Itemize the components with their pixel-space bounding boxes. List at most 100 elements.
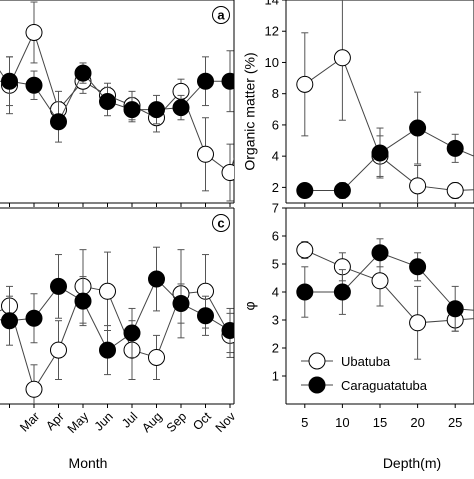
y-tick-label: 7 — [272, 201, 279, 216]
y-tick-label: 14 — [265, 0, 279, 8]
data-point — [197, 145, 214, 163]
y-axis-title: Organic matter (%) — [242, 52, 258, 170]
data-point — [446, 139, 464, 157]
data-point — [371, 144, 389, 162]
legend-entry: Caraguatatuba — [341, 378, 428, 393]
data-point — [50, 341, 67, 359]
data-point — [99, 93, 116, 110]
legend-marker — [308, 352, 326, 370]
plot-area — [0, 1, 234, 202]
x-axis-title: Depth(m) — [383, 455, 441, 471]
data-point — [50, 277, 67, 295]
x-tick-label: Aug — [139, 409, 165, 435]
data-point — [25, 380, 43, 398]
legend-marker — [308, 376, 326, 394]
data-point — [446, 300, 464, 318]
data-point — [123, 101, 141, 119]
data-point — [50, 113, 67, 131]
y-axis-title: φ — [242, 301, 258, 310]
x-tick-label: Mar — [17, 409, 42, 434]
x-tick-label: 15 — [373, 415, 387, 430]
data-point — [172, 99, 190, 117]
x-tick-label: Sep — [164, 409, 190, 435]
data-point — [409, 314, 427, 332]
data-point — [74, 292, 92, 310]
legend: Ubatuba Caraguatatuba — [301, 352, 428, 394]
data-point — [333, 283, 351, 301]
data-point — [247, 327, 263, 343]
panel-label: c — [217, 216, 224, 231]
panel-label-badge — [212, 214, 230, 232]
data-point — [197, 307, 214, 325]
series-line — [304, 127, 474, 192]
y-tick-label: 8 — [272, 86, 279, 101]
data-point — [247, 323, 263, 339]
data-point — [25, 76, 43, 94]
data-point — [172, 295, 190, 313]
panel-label: a — [217, 8, 225, 23]
data-point — [333, 49, 351, 67]
y-tick-label: 12 — [265, 24, 279, 39]
data-point — [74, 64, 92, 82]
x-axis-title: Month — [69, 455, 108, 471]
data-point — [197, 72, 214, 90]
data-point — [148, 270, 165, 288]
data-point — [221, 322, 234, 339]
data-point — [296, 283, 314, 301]
data-point — [148, 101, 165, 119]
data-point — [1, 312, 18, 330]
y-tick-label: 3 — [272, 313, 279, 328]
data-point — [221, 164, 234, 182]
series-line — [304, 56, 474, 192]
plot-area — [296, 238, 474, 360]
y-tick-label: 5 — [272, 257, 279, 272]
data-point — [409, 119, 427, 137]
x-tick-label: 10 — [335, 415, 349, 430]
series-ubatuba — [296, 0, 474, 203]
data-point — [296, 75, 314, 93]
series-caraguatatuba — [296, 91, 474, 200]
y-tick-label: 10 — [265, 55, 279, 70]
x-tick-label: Oct — [190, 409, 214, 433]
chart-panel-b: 2 4 6 8 10 12 14 Organic matter (%) — [242, 0, 474, 207]
x-tick-label: Apr — [43, 409, 67, 433]
y-tick-label: 6 — [272, 229, 279, 244]
series-caraguatatuba — [0, 246, 263, 376]
y-tick-label: 6 — [272, 117, 279, 132]
y-tick-label: 4 — [272, 149, 279, 164]
data-point — [371, 244, 389, 262]
x-tick-label: Jul — [119, 409, 140, 430]
y-tick-label: 2 — [272, 180, 279, 195]
y-tick-label: 4 — [272, 285, 279, 300]
data-point — [409, 258, 427, 276]
chart-panel-d: 1 2 3 4 5 6 7 5 10 15 20 25 φ Depth(m) Ubatuba Caraguat… — [242, 201, 474, 471]
data-point — [296, 241, 314, 259]
x-tick-label: 20 — [410, 415, 424, 430]
x-tick-label: 5 — [301, 415, 308, 430]
data-point — [296, 182, 314, 200]
data-point — [446, 182, 464, 200]
data-point — [148, 348, 165, 366]
data-point — [25, 23, 43, 41]
data-point — [123, 324, 141, 342]
plot-area — [0, 246, 263, 404]
x-tick-label: Nov — [213, 409, 239, 435]
data-point — [333, 182, 351, 200]
series-caraguatatuba — [296, 238, 474, 332]
series-caraguatatuba — [0, 50, 234, 143]
data-point — [99, 341, 116, 359]
x-tick-label: Jun — [92, 409, 116, 433]
plot-area — [296, 0, 474, 203]
data-point — [99, 282, 116, 300]
y-tick-label: 1 — [272, 369, 279, 384]
x-tick-label: May — [65, 409, 92, 436]
legend-entry: Ubatuba — [341, 354, 391, 369]
data-point — [371, 272, 389, 290]
data-point — [1, 72, 18, 90]
x-tick-label: 25 — [448, 415, 462, 430]
data-point — [221, 72, 234, 90]
chart-panel-a: a — [0, 0, 235, 207]
panel-label-badge — [212, 6, 230, 24]
